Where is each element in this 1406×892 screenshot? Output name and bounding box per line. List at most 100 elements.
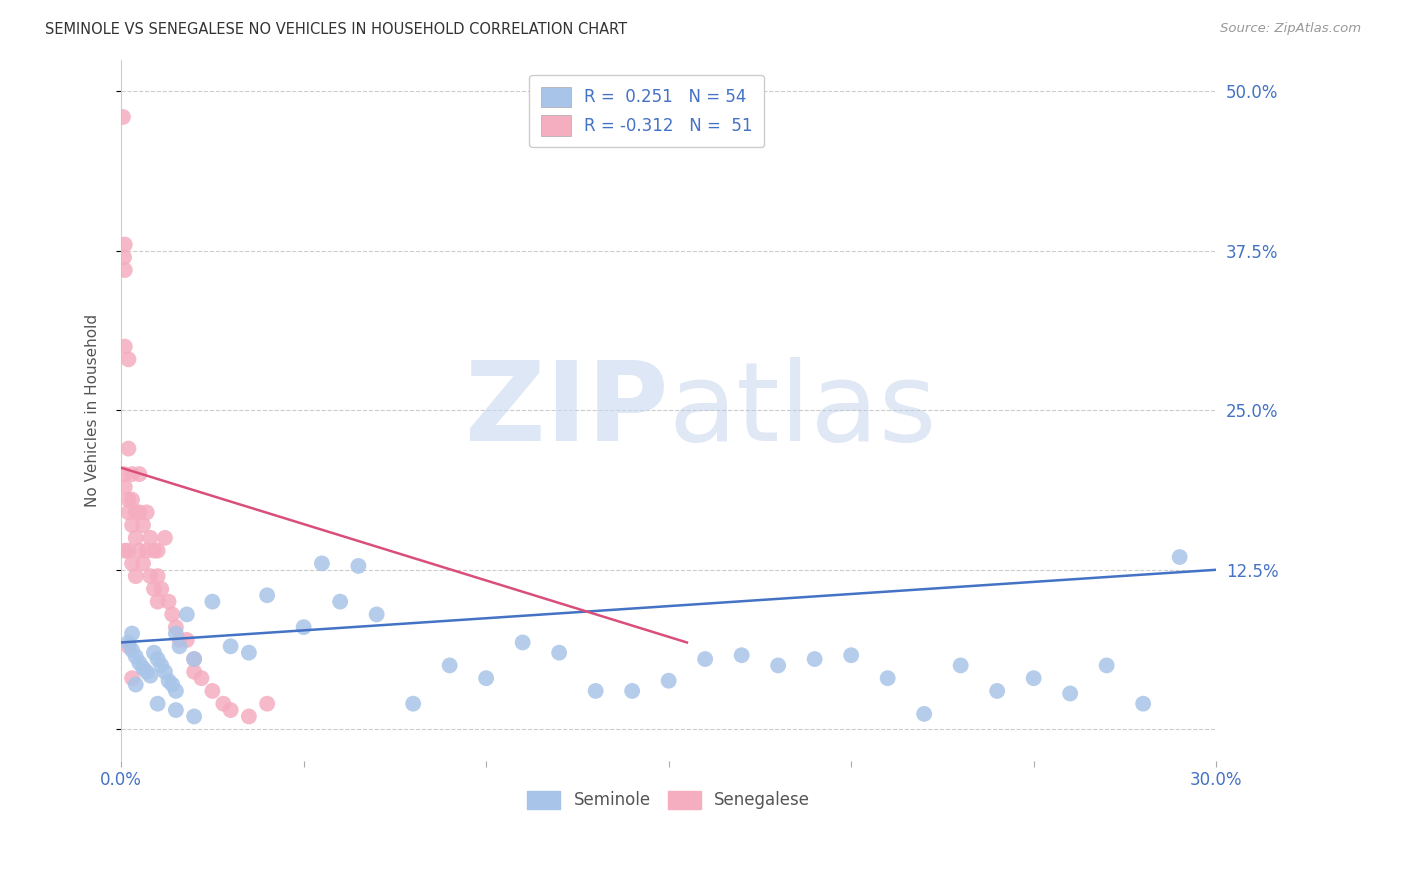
Point: [439, 658, 461, 673]
Point: [117, 505, 139, 519]
Point: [114, 340, 136, 354]
Point: [143, 543, 166, 558]
Point: [114, 237, 136, 252]
Point: [219, 703, 242, 717]
Point: [212, 697, 235, 711]
Point: [1095, 658, 1118, 673]
Point: [165, 684, 187, 698]
Point: [139, 531, 162, 545]
Point: [146, 652, 169, 666]
Point: [143, 582, 166, 596]
Point: [311, 557, 333, 571]
Point: [117, 352, 139, 367]
Point: [292, 620, 315, 634]
Point: [183, 652, 205, 666]
Point: [949, 658, 972, 673]
Point: [169, 640, 191, 654]
Point: [117, 442, 139, 456]
Point: [121, 467, 143, 482]
Point: [475, 671, 498, 685]
Point: [135, 665, 157, 679]
Point: [114, 467, 136, 482]
Point: [585, 684, 607, 698]
Point: [621, 684, 644, 698]
Point: [121, 671, 143, 685]
Point: [165, 626, 187, 640]
Point: [121, 557, 143, 571]
Point: [135, 505, 157, 519]
Text: SEMINOLE VS SENEGALESE NO VEHICLES IN HOUSEHOLD CORRELATION CHART: SEMINOLE VS SENEGALESE NO VEHICLES IN HO…: [45, 22, 627, 37]
Point: [329, 594, 352, 608]
Point: [157, 594, 180, 608]
Point: [112, 250, 135, 264]
Point: [512, 635, 534, 649]
Point: [165, 703, 187, 717]
Point: [128, 505, 150, 519]
Point: [146, 697, 169, 711]
Text: Source: ZipAtlas.com: Source: ZipAtlas.com: [1220, 22, 1361, 36]
Point: [146, 569, 169, 583]
Legend: Seminole, Senegalese: Seminole, Senegalese: [520, 784, 817, 816]
Point: [114, 263, 136, 277]
Point: [128, 543, 150, 558]
Point: [986, 684, 1008, 698]
Point: [114, 543, 136, 558]
Point: [125, 649, 148, 664]
Point: [183, 709, 205, 723]
Point: [132, 557, 155, 571]
Point: [128, 467, 150, 482]
Point: [128, 656, 150, 670]
Point: [912, 706, 935, 721]
Point: [117, 635, 139, 649]
Text: ZIP: ZIP: [465, 357, 669, 464]
Point: [153, 665, 176, 679]
Point: [125, 531, 148, 545]
Point: [766, 658, 789, 673]
Text: atlas: atlas: [669, 357, 938, 464]
Point: [117, 543, 139, 558]
Point: [256, 697, 278, 711]
Point: [165, 620, 187, 634]
Point: [111, 110, 134, 124]
Point: [135, 543, 157, 558]
Point: [219, 640, 242, 654]
Point: [201, 594, 224, 608]
Point: [730, 648, 752, 663]
Point: [1059, 686, 1081, 700]
Point: [139, 668, 162, 682]
Point: [238, 709, 260, 723]
Point: [839, 648, 862, 663]
Point: [121, 492, 143, 507]
Point: [150, 658, 173, 673]
Point: [146, 543, 169, 558]
Point: [803, 652, 825, 666]
Point: [548, 646, 571, 660]
Point: [125, 505, 148, 519]
Point: [366, 607, 388, 622]
Y-axis label: No Vehicles in Household: No Vehicles in Household: [86, 314, 100, 507]
Point: [162, 677, 184, 691]
Point: [157, 673, 180, 688]
Point: [183, 652, 205, 666]
Point: [1022, 671, 1045, 685]
Point: [695, 652, 717, 666]
Point: [162, 607, 184, 622]
Point: [169, 632, 191, 647]
Point: [876, 671, 898, 685]
Point: [121, 643, 143, 657]
Point: [176, 607, 198, 622]
Point: [183, 665, 205, 679]
Point: [117, 640, 139, 654]
Point: [139, 569, 162, 583]
Point: [125, 677, 148, 691]
Point: [143, 646, 166, 660]
Point: [201, 684, 224, 698]
Point: [256, 588, 278, 602]
Point: [1168, 549, 1191, 564]
Point: [150, 582, 173, 596]
Point: [125, 569, 148, 583]
Point: [132, 518, 155, 533]
Point: [347, 558, 370, 573]
Point: [121, 626, 143, 640]
Point: [402, 697, 425, 711]
